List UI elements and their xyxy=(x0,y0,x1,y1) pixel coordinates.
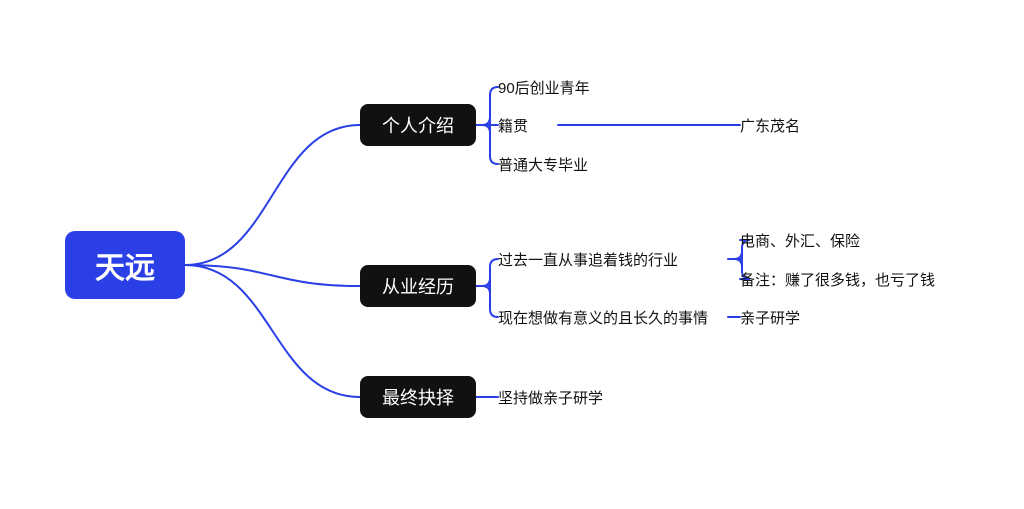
leaf-c5a: 亲子研学 xyxy=(740,306,860,328)
leaf-c4b: 备注：赚了很多钱，也亏了钱 xyxy=(740,268,1000,290)
connector xyxy=(490,156,498,164)
leaf-c4: 过去一直从事追着钱的行业 xyxy=(498,248,728,270)
connector xyxy=(482,278,490,286)
connector xyxy=(490,309,498,317)
leaf-c2a: 广东茂名 xyxy=(740,114,860,136)
connector xyxy=(482,125,490,133)
branch-intro: 个人介绍 xyxy=(360,104,476,146)
leaf-c5: 现在想做有意义的且长久的事情 xyxy=(498,306,728,328)
leaf-c6: 坚持做亲子研学 xyxy=(498,386,698,408)
connector xyxy=(185,265,360,286)
leaf-c2: 籍贯 xyxy=(498,114,558,136)
connector xyxy=(482,117,490,125)
connector xyxy=(490,87,498,95)
connector xyxy=(734,259,742,267)
branch-career: 从业经历 xyxy=(360,265,476,307)
branch-final: 最终抉择 xyxy=(360,376,476,418)
connector xyxy=(734,251,742,259)
connector xyxy=(490,259,498,267)
connector xyxy=(185,125,360,265)
leaf-c4a: 电商、外汇、保险 xyxy=(740,229,960,251)
leaf-c3: 普通大专毕业 xyxy=(498,153,678,175)
leaf-c1: 90后创业青年 xyxy=(498,76,678,98)
mindmap-root: 天远 xyxy=(65,231,185,299)
connector xyxy=(482,286,490,294)
